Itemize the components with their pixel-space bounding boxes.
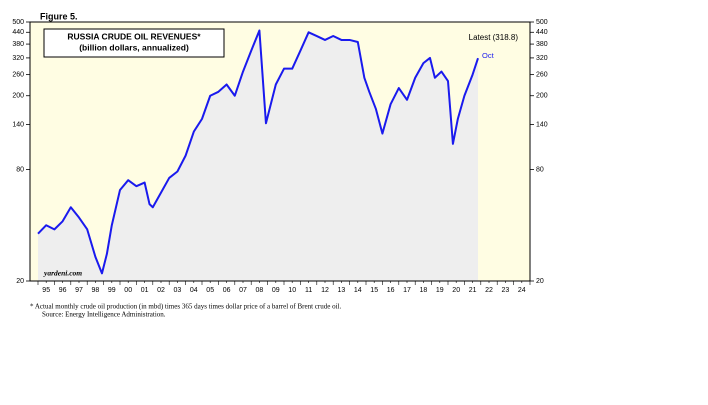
y-tick-label: 80 (16, 166, 24, 173)
x-tick-label: 09 (272, 287, 280, 294)
x-tick-label: 02 (157, 287, 165, 294)
x-tick-label: 20 (452, 287, 460, 294)
line (37, 29, 479, 275)
y2-tick-label: 80 (536, 166, 544, 173)
x-tick-label: 97 (75, 287, 83, 294)
y-tick-label: 380 (12, 41, 24, 48)
y-tick-label: 200 (12, 93, 24, 100)
latest-annotation: Latest (318.8) (469, 33, 519, 42)
y-tick-label: 260 (12, 71, 24, 78)
x-tick-label: 95 (42, 287, 50, 294)
y-tick-label: 140 (12, 121, 24, 128)
x-tick-label: 13 (338, 287, 346, 294)
x-tick-label: 24 (518, 287, 526, 294)
figure-label: Figure 5. (40, 11, 78, 21)
x-tick-label: 14 (354, 287, 362, 294)
y-tick-label: 500 (12, 19, 24, 26)
x-tick-label: 04 (190, 287, 198, 294)
x-tick-label: 21 (469, 287, 477, 294)
x-tick-label: 06 (223, 287, 231, 294)
title-box (43, 28, 225, 58)
x-tick-label: 11 (305, 287, 312, 294)
x-tick-label: 19 (436, 287, 444, 294)
x-tick-label: 01 (141, 287, 149, 294)
x-tick-label: 23 (502, 287, 510, 294)
x-tick-label: 12 (321, 287, 329, 294)
x-tick-label: 16 (387, 287, 395, 294)
last-point-label: Oct (482, 51, 495, 60)
y2-tick-label: 140 (536, 121, 548, 128)
y-tick-label: 20 (16, 278, 24, 285)
x-tick-label: 00 (124, 287, 132, 294)
y-tick-label: 320 (12, 55, 24, 62)
y2-tick-label: 500 (536, 19, 548, 26)
plot-frame (29, 21, 531, 282)
x-tick-label: 03 (174, 287, 182, 294)
x-tick-label: 17 (403, 287, 411, 294)
x-tick-label: 96 (59, 287, 67, 294)
watermark: yardeni.com (43, 269, 82, 278)
y2-tick-label: 320 (536, 55, 548, 62)
area (38, 30, 479, 282)
x-tick-label: 08 (256, 287, 264, 294)
source: Source: Energy Intelligence Administrati… (42, 311, 166, 319)
y2-tick-label: 260 (536, 71, 548, 78)
x-tick-label: 10 (288, 287, 296, 294)
chart-title: RUSSIA CRUDE OIL REVENUES* (67, 31, 201, 41)
x-tick-label: 99 (108, 287, 116, 294)
y2-tick-label: 380 (536, 41, 548, 48)
y2-tick-label: 20 (536, 278, 544, 285)
y2-tick-label: 440 (536, 29, 548, 36)
x-tick-label: 15 (370, 287, 378, 294)
chart-subtitle: (billion dollars, annualized) (79, 42, 189, 52)
x-tick-label: 18 (420, 287, 428, 294)
x-tick-label: 05 (206, 287, 214, 294)
y2-tick-label: 200 (536, 93, 548, 100)
y-tick-label: 440 (12, 29, 24, 36)
x-tick-label: 07 (239, 287, 247, 294)
x-tick-label: 98 (92, 287, 100, 294)
footnote: * Actual monthly crude oil production (i… (30, 303, 341, 311)
x-tick-label: 22 (485, 287, 493, 294)
